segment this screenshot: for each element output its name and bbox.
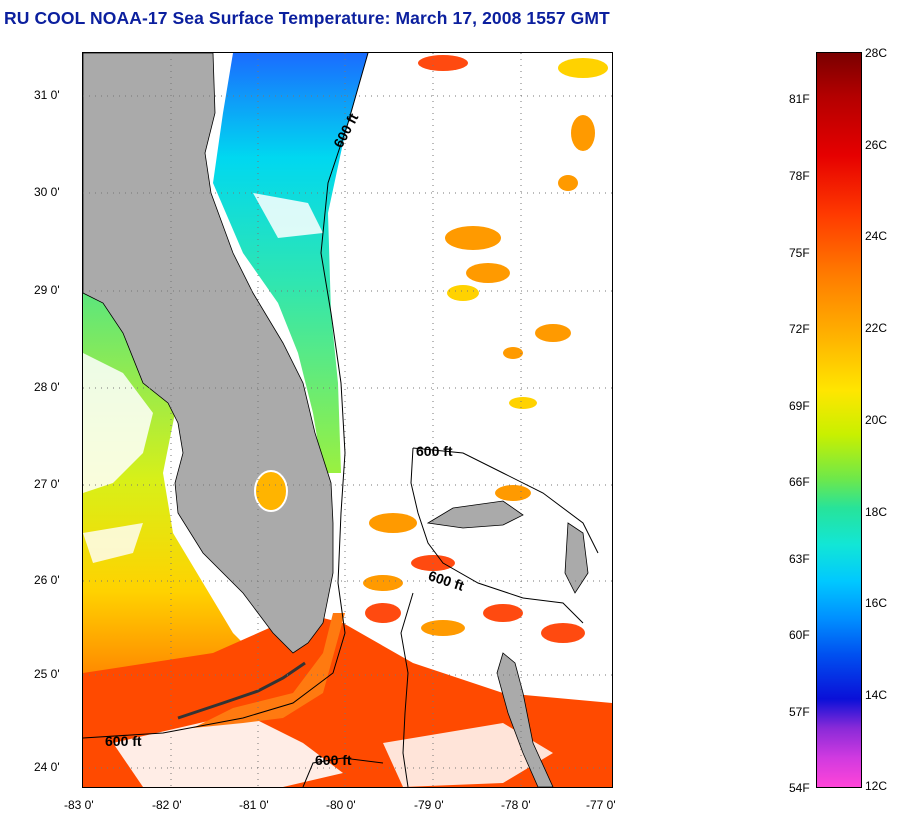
- scattered-yellow-patches: [447, 58, 608, 409]
- longitude-label: -77 0': [586, 798, 616, 812]
- colorbar-celsius-label: 22C: [865, 321, 888, 335]
- longitude-label: -79 0': [414, 798, 444, 812]
- colorbar-fahrenheit-label: 66F: [789, 475, 810, 489]
- abaco-island: [564, 522, 589, 594]
- atlantic-cloud: [253, 193, 323, 238]
- latitude-label: 27 0': [34, 477, 60, 491]
- colorbar-celsius-label: 24C: [865, 229, 888, 243]
- latitude-label: 24 0': [34, 760, 60, 774]
- south-cloud: [383, 723, 553, 787]
- latitude-label: 25 0': [34, 667, 60, 681]
- colorbar-fahrenheit-label: 63F: [789, 552, 810, 566]
- florida-keys: [177, 661, 306, 720]
- andros-island: [496, 652, 554, 787]
- longitude-label: -82 0': [152, 798, 182, 812]
- colorbar-fahrenheit-label: 78F: [789, 169, 810, 183]
- grand-bahama: [426, 500, 524, 529]
- temperature-colorbar: [816, 52, 862, 788]
- latitude-label: 28 0': [34, 380, 60, 394]
- longitude-label: -80 0': [326, 798, 356, 812]
- colorbar-fahrenheit-label: 60F: [789, 628, 810, 642]
- straits-warm-strip: [193, 613, 345, 728]
- gulf-cloud: [83, 523, 143, 563]
- longitude-label: -83 0': [64, 798, 94, 812]
- gulf-cloud: [83, 353, 153, 493]
- colorbar-fahrenheit-label: 57F: [789, 705, 810, 719]
- page-title: RU COOL NOAA-17 Sea Surface Temperature:…: [4, 8, 610, 28]
- lake-okeechobee: [254, 470, 288, 512]
- colorbar-celsius-label: 16C: [865, 596, 888, 610]
- latitude-label: 30 0': [34, 185, 60, 199]
- longitude-label: -81 0': [239, 798, 269, 812]
- colorbar-fahrenheit-label: 81F: [789, 92, 810, 106]
- colorbar-celsius-label: 28C: [865, 46, 888, 60]
- contour-label: 600 ft: [105, 733, 142, 749]
- colorbar-celsius-label: 18C: [865, 505, 888, 519]
- colorbar-fahrenheit-label: 72F: [789, 322, 810, 336]
- sst-map: 600 ft 600 ft 600 ft 600 ft 600 ft: [82, 52, 613, 788]
- colorbar-celsius-label: 20C: [865, 413, 888, 427]
- colorbar-fahrenheit-label: 75F: [789, 246, 810, 260]
- colorbar-fahrenheit-label: 69F: [789, 399, 810, 413]
- contour-label: 600 ft: [416, 443, 453, 459]
- isobath-contours: [83, 53, 599, 787]
- map-gridlines: [83, 53, 612, 787]
- contour-label: 600 ft: [315, 752, 352, 768]
- atlantic-cool-water: [213, 53, 368, 473]
- colorbar-fahrenheit-label: 54F: [789, 781, 810, 795]
- colorbar-celsius-label: 26C: [865, 138, 888, 152]
- latitude-label: 31 0': [34, 88, 60, 102]
- latitude-label: 26 0': [34, 573, 60, 587]
- colorbar-celsius-label: 14C: [865, 688, 888, 702]
- scattered-sst-patches: [363, 115, 595, 636]
- sst-map-svg: 600 ft 600 ft 600 ft 600 ft 600 ft: [83, 53, 612, 787]
- latitude-label: 29 0': [34, 283, 60, 297]
- colorbar-celsius-label: 12C: [865, 779, 888, 793]
- longitude-label: -78 0': [501, 798, 531, 812]
